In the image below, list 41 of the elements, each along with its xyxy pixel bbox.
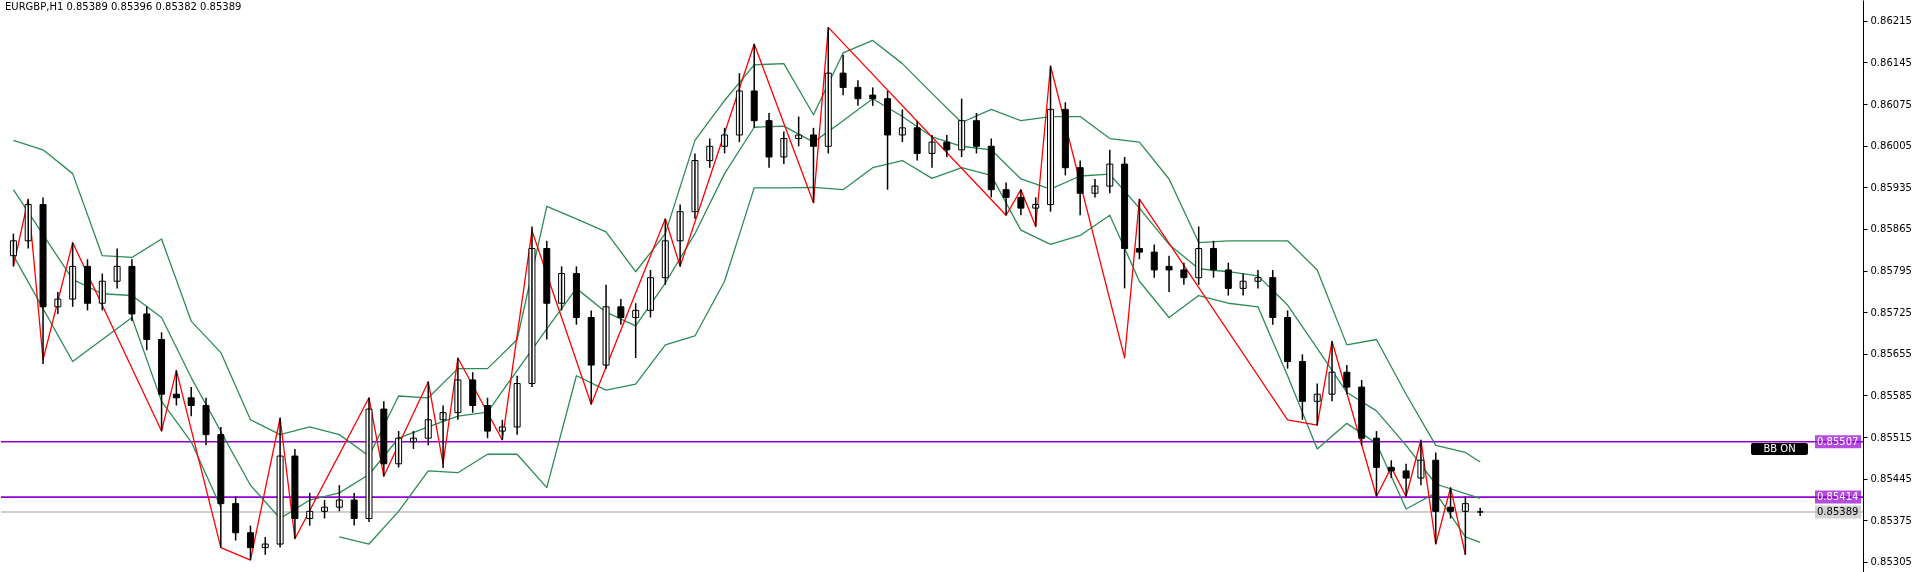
y-tick-label: 0.85865: [1870, 223, 1912, 235]
ref-line-label: 0.85507: [1817, 435, 1859, 447]
candlestick: [928, 134, 936, 169]
line-series: [12, 39, 1481, 463]
candlestick: [1402, 463, 1410, 498]
annotation: BB ON: [1763, 443, 1796, 454]
y-tick-label: 0.85515: [1870, 431, 1912, 443]
y-tick-label: 0.85655: [1870, 348, 1912, 360]
candlestick: [1180, 262, 1188, 286]
candlestick: [54, 291, 62, 315]
candlestick: [335, 484, 343, 513]
y-tick-label: 0.85795: [1870, 265, 1912, 277]
candlestick: [1254, 269, 1262, 290]
candlestick: [1032, 196, 1040, 228]
line-series: [338, 159, 1481, 545]
candlestick: [795, 115, 803, 148]
chart-title: EURGBP,H1 0.85389 0.85396 0.85382 0.85389: [5, 1, 242, 12]
y-tick-label: 0.85445: [1870, 473, 1912, 485]
candlestick: [839, 53, 847, 96]
y-tick-label: 0.85725: [1870, 306, 1912, 318]
y-tick-label: 0.85375: [1870, 514, 1912, 526]
y-tick-label: 0.85585: [1870, 389, 1912, 401]
y-tick-label: 0.85305: [1870, 556, 1912, 568]
y-tick-label: 0.86215: [1870, 15, 1912, 27]
candlestick: [809, 127, 817, 204]
candlestick: [1135, 198, 1143, 260]
y-tick-label: 0.86145: [1870, 56, 1912, 68]
line-series: [12, 26, 1467, 561]
candlestick: [721, 127, 729, 155]
y-tick-label: 0.86075: [1870, 98, 1912, 110]
candlestick: [1461, 495, 1469, 556]
candlestick: [498, 419, 506, 441]
candlestick: [1165, 254, 1173, 293]
ref-line-label: 0.85414: [1817, 491, 1859, 503]
ref-line-label: 0.85389: [1817, 505, 1859, 517]
y-tick-label: 0.86005: [1870, 140, 1912, 152]
candlestick: [1091, 178, 1099, 199]
candlestick: [898, 108, 906, 143]
candlestick: [1002, 181, 1010, 216]
candlestick: [869, 86, 877, 107]
y-tick-label: 0.85935: [1870, 181, 1912, 193]
